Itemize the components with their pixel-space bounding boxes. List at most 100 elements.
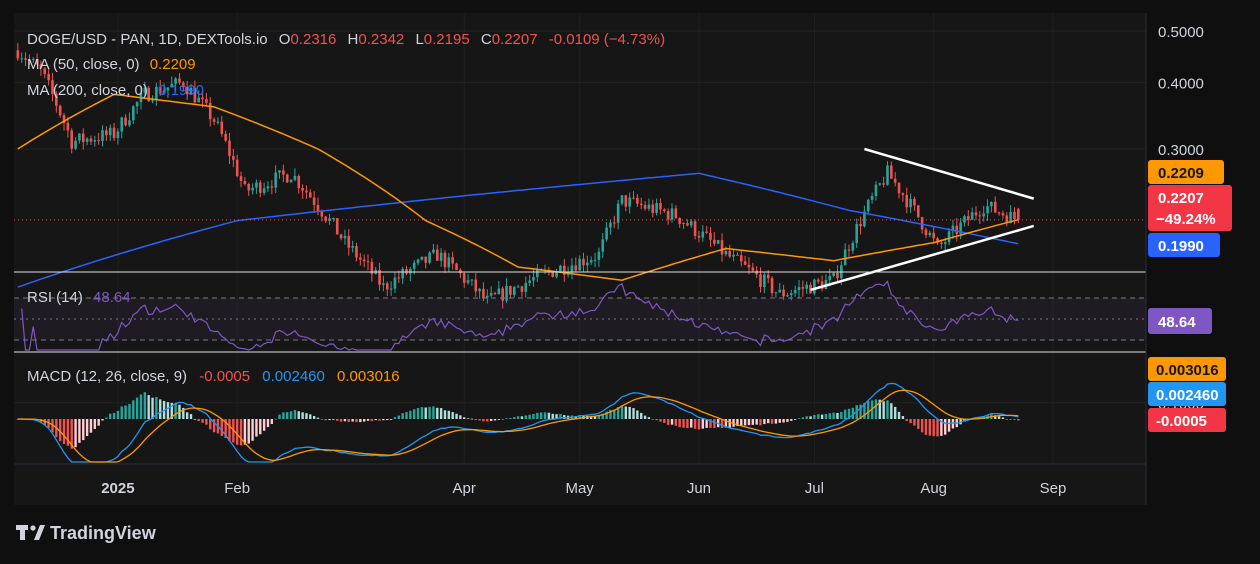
macd-histogram-bar: [305, 413, 308, 419]
macd-histogram-bar: [351, 419, 354, 422]
candle-body: [335, 218, 339, 235]
time-tick-label: Aug: [920, 480, 947, 497]
macd-histogram-bar: [366, 419, 370, 421]
macd-histogram-bar: [224, 419, 227, 439]
macd-histogram-bar: [628, 406, 631, 419]
macd-histogram-bar: [212, 419, 216, 433]
rsi-legend[interactable]: RSI (14) 48.64: [27, 289, 131, 306]
candle-body: [405, 268, 408, 274]
macd-histogram-bar: [755, 419, 758, 425]
macd-histogram-bar: [135, 397, 139, 419]
macd-histogram-bar: [559, 413, 562, 419]
tradingview-logo[interactable]: TradingView: [16, 523, 157, 543]
candle-body: [74, 140, 77, 149]
candle-body: [578, 258, 581, 271]
macd-histogram-bar: [243, 419, 247, 445]
candle-body: [936, 238, 939, 243]
macd-signal-line: [17, 389, 1019, 463]
candle-body: [986, 206, 989, 214]
candle-body: [913, 198, 916, 206]
badge-signal-text: 0.003016: [1156, 362, 1219, 379]
candle-body: [224, 133, 227, 141]
macd-histogram-bar: [374, 419, 377, 421]
candle-body: [763, 274, 766, 288]
candle-body: [274, 172, 277, 188]
candle-body: [993, 201, 997, 213]
candle-body: [89, 138, 93, 142]
macd-histogram-bar: [1013, 419, 1016, 420]
macd-histogram-bar: [640, 412, 643, 419]
candle-body: [932, 232, 935, 239]
macd-histogram-bar: [297, 411, 300, 419]
candle-body: [813, 279, 816, 294]
ma50-legend[interactable]: MA (50, close, 0) 0.2209: [27, 56, 196, 73]
macd-histogram-bar: [397, 415, 400, 419]
macd-histogram-bar: [924, 419, 928, 435]
badge-ma50: 0.2209: [1148, 160, 1224, 184]
macd-histogram-bar: [820, 414, 824, 419]
candle-body: [997, 212, 1001, 214]
macd-histogram-bar: [555, 414, 558, 419]
macd-histogram-bar: [259, 419, 262, 435]
candle-body: [31, 58, 35, 60]
candle-body: [55, 93, 58, 106]
macd-legend[interactable]: MACD (12, 26, close, 9) -0.0005 0.002460…: [27, 368, 400, 385]
candle-body: [447, 257, 451, 268]
candle-body: [782, 289, 785, 297]
macd-histogram-bar: [809, 416, 812, 419]
macd-histogram-bar: [478, 419, 481, 421]
candle-body: [736, 254, 739, 256]
candle-body: [305, 190, 308, 193]
candle-body: [674, 208, 678, 218]
macd-histogram-bar: [289, 411, 293, 419]
candle-body: [663, 209, 666, 212]
candle-body: [828, 275, 832, 281]
macd-histogram-bar: [251, 419, 254, 441]
candle-body: [266, 186, 270, 189]
ma200-legend[interactable]: MA (200, close, 0) 0.1990: [27, 82, 204, 99]
candle-body: [20, 58, 23, 60]
candle-body: [970, 212, 974, 220]
rsi-legend-label: RSI (14): [27, 289, 83, 306]
macd-histogram-bar: [120, 406, 123, 419]
candle-body: [420, 256, 424, 260]
candle-body: [35, 58, 39, 65]
macd-histogram-bar: [836, 412, 839, 419]
macd-histogram-bar: [851, 407, 855, 419]
candle-body: [586, 262, 589, 266]
candle-body: [47, 74, 50, 81]
candle-body: [632, 197, 635, 199]
candle-body: [466, 280, 470, 283]
candle-body: [716, 240, 720, 244]
macd-histogram-bar: [378, 419, 381, 421]
time-axis[interactable]: 2025 Feb Apr May Jun Jul Aug Sep: [101, 480, 1066, 497]
candle-body: [801, 287, 805, 289]
macd-histogram-bar: [778, 419, 781, 423]
macd-histogram-bar: [813, 414, 816, 419]
macd-histogram-bar: [936, 419, 939, 437]
macd-histogram-bar: [182, 407, 185, 419]
macd-histogram-bar: [328, 419, 331, 421]
macd-histogram-bar: [751, 419, 755, 425]
macd-histogram-bar: [516, 416, 520, 419]
macd-histogram-bar: [686, 419, 689, 429]
macd-histogram-bar: [616, 407, 620, 419]
macd-histogram-bar: [728, 419, 731, 428]
macd-histogram-bar: [709, 419, 712, 428]
candle-body: [258, 182, 262, 193]
macd-histogram-bar: [647, 417, 651, 419]
candle-body: [774, 292, 778, 294]
macd-histogram-bar: [455, 413, 458, 419]
candle-body: [786, 295, 789, 297]
candle-body: [562, 265, 566, 275]
macd-histogram-bar: [805, 416, 808, 419]
candle-body: [693, 221, 697, 236]
macd-histogram-bar: [678, 419, 681, 428]
macd-histogram-bar: [39, 419, 43, 423]
candle-body: [416, 259, 420, 263]
macd-histogram-bar: [682, 419, 685, 428]
macd-histogram-bar: [790, 419, 793, 421]
macd-histogram-bar: [416, 408, 420, 419]
candle-body: [493, 293, 497, 295]
